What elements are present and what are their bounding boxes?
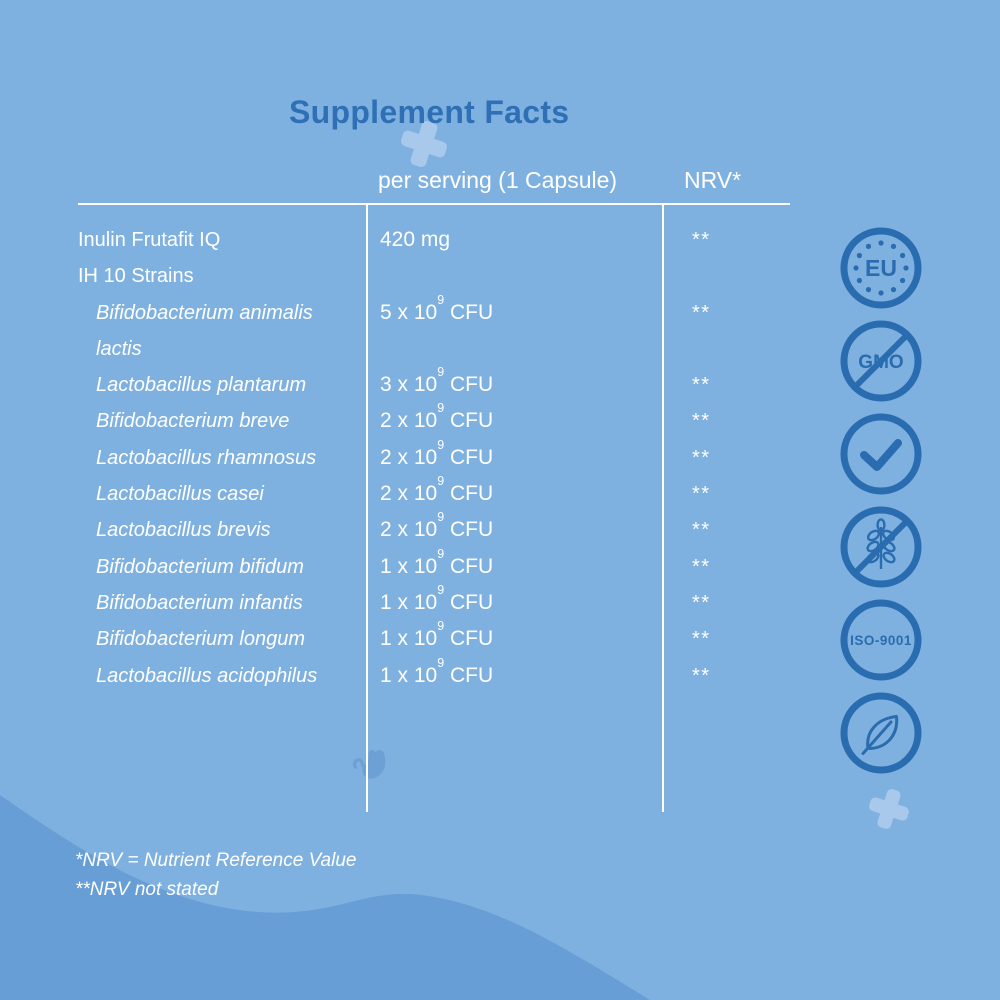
nrv-value: ** xyxy=(692,628,711,651)
table-row: Bifidobacterium bifidum 1 x 109 CFU ** xyxy=(78,546,790,585)
footnote-nrv-not-stated: **NRV not stated xyxy=(75,878,219,900)
ingredient-name: Bifidobacterium longum xyxy=(96,628,305,651)
ingredient-name: Lactobacillus plantarum xyxy=(96,374,307,397)
eu-badge-icon: EU xyxy=(839,226,923,310)
serving-amount: 2 x 109 CFU xyxy=(380,401,494,433)
ingredient-name: Lactobacillus acidophilus xyxy=(96,664,318,687)
ingredient-name: Lactobacillus rhamnosus xyxy=(96,446,317,469)
eu-badge-label: EU xyxy=(865,255,897,281)
column-header-nrv: NRV* xyxy=(684,167,742,193)
ingredient-name: Lactobacillus casei xyxy=(96,483,264,506)
table-body: Inulin Frutafit IQ 420 mg ** IH 10 Strai… xyxy=(78,222,790,694)
page-title: Supplement Facts xyxy=(289,94,570,130)
footnotes: *NRV = Nutrient Reference Value **NRV no… xyxy=(75,847,356,904)
serving-amount: 2 x 109 CFU xyxy=(380,474,494,506)
iso-9001-label: ISO-9001 xyxy=(850,633,912,648)
serving-amount xyxy=(366,258,670,294)
serving-amount: 1 x 109 CFU xyxy=(380,655,494,687)
footnote-nrv-definition: *NRV = Nutrient Reference Value xyxy=(75,850,357,871)
quality-check-icon xyxy=(839,412,923,496)
nrv-value: ** xyxy=(692,664,711,687)
ingredient-name: Bifidobacterium breve xyxy=(96,410,290,433)
table-row: Lactobacillus rhamnosus 2 x 109 CFU ** xyxy=(78,437,790,476)
table-row: Lactobacillus brevis 2 x 109 CFU ** xyxy=(78,510,790,548)
table-row: Bifidobacterium longum 1 x 109 CFU ** xyxy=(78,619,790,657)
stomach-watermark-icon xyxy=(352,749,386,779)
ingredient-name: Lactobacillus brevis xyxy=(96,519,271,542)
serving-amount: 2 x 109 CFU xyxy=(380,437,494,469)
gmo-free-label: GMO xyxy=(858,352,903,373)
ingredient-name: Bifidobacterium bifidum xyxy=(96,555,304,578)
ingredient-name: Bifidobacterium infantis xyxy=(96,591,303,614)
nrv-value: ** xyxy=(692,519,711,542)
nrv-value: ** xyxy=(692,591,711,614)
column-header-serving: per serving (1 Capsule) xyxy=(378,167,618,193)
nrv-value: ** xyxy=(692,446,711,469)
nrv-value xyxy=(670,258,790,294)
ingredient-name: IH 10 Strains xyxy=(78,265,194,288)
nrv-value: ** xyxy=(692,301,711,324)
table-row: Lactobacillus plantarum 3 x 109 CFU ** xyxy=(78,365,790,403)
nrv-value: ** xyxy=(692,410,711,433)
table-column-divider-1 xyxy=(366,203,368,812)
serving-amount: 2 x 109 CFU xyxy=(380,510,494,542)
table-row: Lactobacillus acidophilus 1 x 109 CFU ** xyxy=(78,655,790,694)
serving-amount: 3 x 109 CFU xyxy=(380,365,494,397)
gluten-free-icon xyxy=(839,505,923,589)
table-row: Bifidobacterium breve 2 x 109 CFU ** xyxy=(78,401,790,439)
badge-column: EU GMO xyxy=(839,226,923,775)
table-row: Lactobacillus casei 2 x 109 CFU ** xyxy=(78,474,790,512)
serving-amount: 420 mg xyxy=(380,228,451,251)
nrv-value: ** xyxy=(692,555,711,578)
wave-decoration xyxy=(0,795,650,1000)
table-row: IH 10 Strains xyxy=(78,258,790,294)
serving-amount: 5 x 109 CFU xyxy=(380,292,494,324)
table-row: Inulin Frutafit IQ 420 mg ** xyxy=(78,222,790,258)
table-row: Bifidobacterium infantis 1 x 109 CFU ** xyxy=(78,582,790,621)
gmo-free-icon: GMO xyxy=(839,319,923,403)
serving-amount: 1 x 109 CFU xyxy=(380,546,494,578)
vegan-leaf-icon xyxy=(839,691,923,775)
table-header-divider xyxy=(78,203,790,205)
nrv-value: ** xyxy=(692,229,711,251)
serving-amount: 1 x 109 CFU xyxy=(380,619,494,651)
serving-amount: 1 x 109 CFU xyxy=(380,582,494,614)
nrv-value: ** xyxy=(692,483,711,506)
table-row: Bifidobacterium animalis lactis 5 x 109 … xyxy=(78,292,790,368)
ingredient-name: Bifidobacterium animalis lactis xyxy=(96,301,313,360)
table-column-divider-2 xyxy=(662,203,664,812)
ingredient-name: Inulin Frutafit IQ xyxy=(78,229,221,251)
iso-9001-icon: ISO-9001 xyxy=(839,598,923,682)
nrv-value: ** xyxy=(692,374,711,397)
